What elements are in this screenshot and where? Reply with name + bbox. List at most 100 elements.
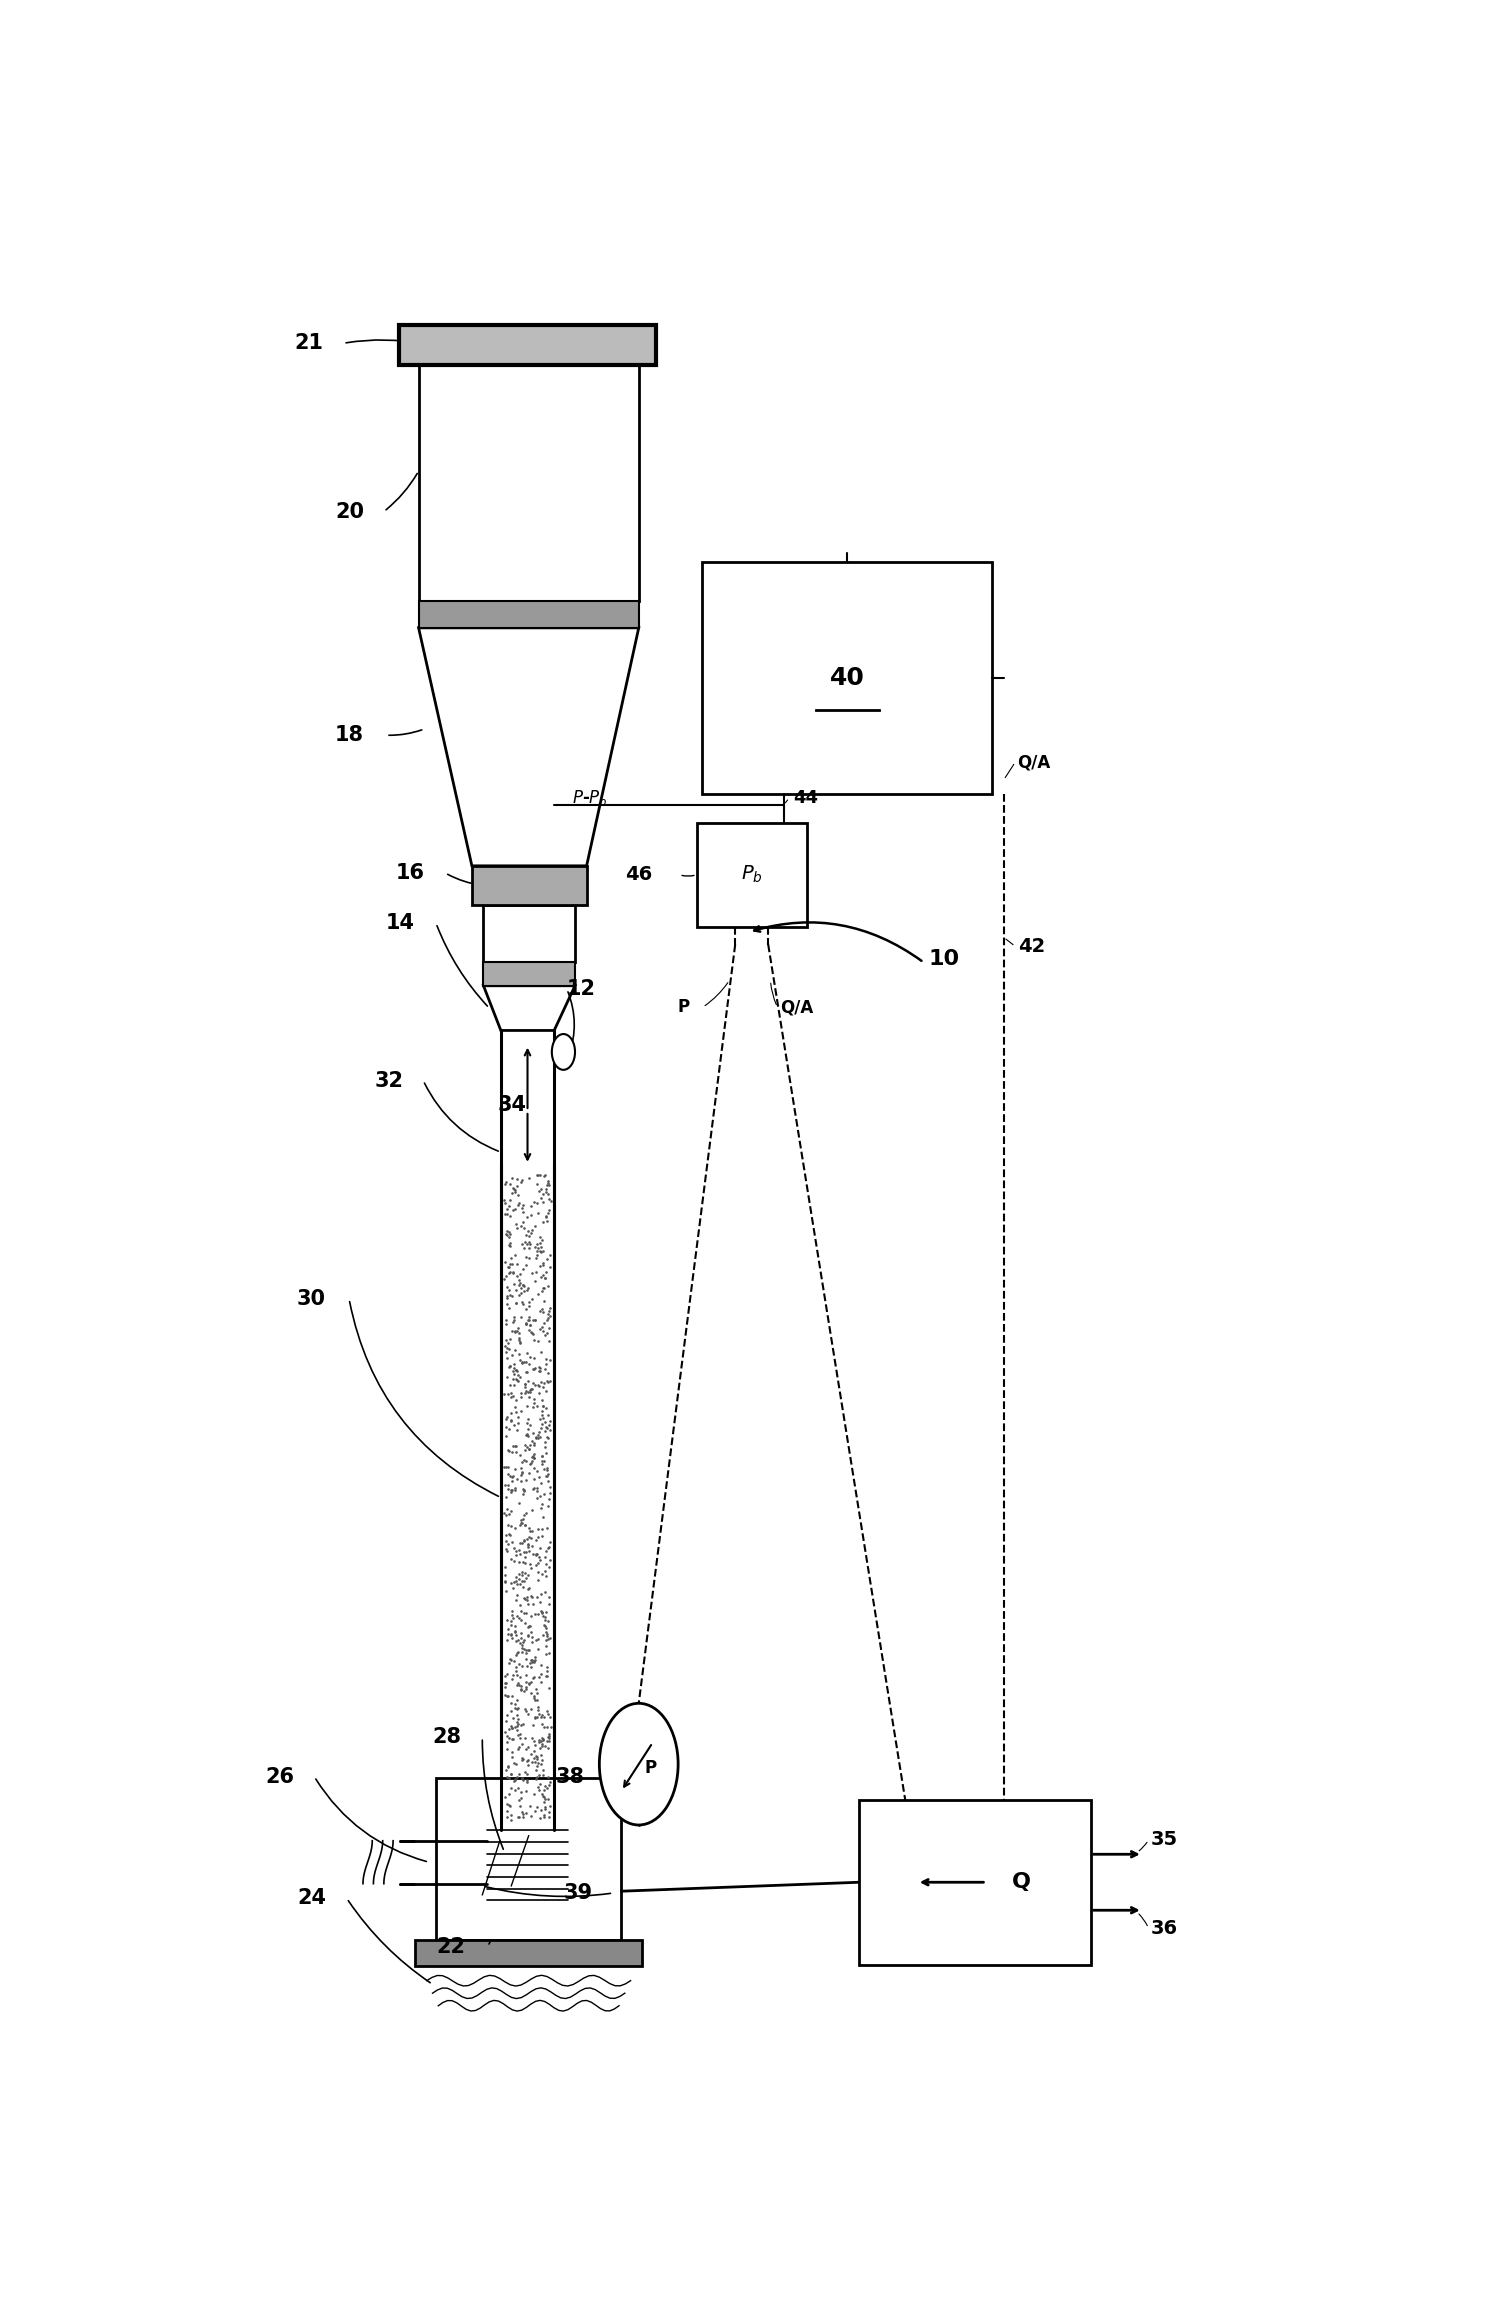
Point [510, 1741, 534, 1778]
Point [507, 1308, 531, 1346]
Point [514, 1371, 538, 1408]
Point [526, 1195, 550, 1232]
Point [514, 1429, 538, 1466]
Point [507, 1645, 531, 1683]
Point [493, 1162, 517, 1199]
Text: 20: 20 [335, 502, 365, 521]
Point [505, 1167, 529, 1204]
Point [495, 1601, 519, 1638]
Circle shape [552, 1034, 576, 1069]
Point [513, 1208, 537, 1246]
Point [538, 1708, 562, 1745]
Point [534, 1404, 558, 1441]
Point [508, 1264, 532, 1301]
Point [502, 1171, 526, 1208]
Point [516, 1741, 540, 1778]
Point [517, 1229, 541, 1267]
Point [511, 1706, 535, 1743]
Point [534, 1171, 558, 1208]
Point [525, 1741, 549, 1778]
Point [525, 1673, 549, 1710]
Point [493, 1676, 517, 1713]
Point [537, 1480, 561, 1518]
Point [517, 1631, 541, 1669]
Point [508, 1501, 532, 1538]
Point [535, 1202, 559, 1239]
Point [514, 1762, 538, 1799]
Point [537, 1192, 561, 1229]
Point [514, 1306, 538, 1343]
Point [537, 1455, 561, 1492]
Point [538, 1522, 562, 1559]
Point [507, 1634, 531, 1671]
Point [517, 1406, 541, 1443]
Point [501, 1657, 525, 1694]
Point [516, 1618, 540, 1655]
Point [525, 1699, 549, 1736]
Point [495, 1269, 519, 1306]
Point [517, 1569, 541, 1606]
Point [504, 1362, 528, 1399]
Point [537, 1355, 561, 1392]
Point [531, 1518, 555, 1555]
Point [495, 1329, 519, 1367]
Point [514, 1692, 538, 1729]
Point [508, 1164, 532, 1202]
Point [535, 1652, 559, 1690]
Point [502, 1406, 526, 1443]
Point [502, 1543, 526, 1580]
Point [496, 1329, 520, 1367]
Point [516, 1631, 540, 1669]
Point [505, 1664, 529, 1701]
Text: P: P [677, 999, 689, 1016]
Point [516, 1525, 540, 1562]
Point [516, 1362, 540, 1399]
Point [510, 1346, 534, 1383]
Point [526, 1692, 550, 1729]
Point [520, 1371, 544, 1408]
Point [511, 1250, 535, 1287]
Point [531, 1290, 555, 1327]
Point [508, 1566, 532, 1604]
Point [532, 1708, 556, 1745]
Point [501, 1710, 525, 1748]
Point [529, 1741, 553, 1778]
Point [499, 1755, 523, 1792]
Point [529, 1776, 553, 1813]
Point [499, 1615, 523, 1652]
Point [499, 1604, 523, 1641]
Point [522, 1183, 546, 1220]
Point [498, 1197, 522, 1234]
Point [532, 1769, 556, 1806]
Point [516, 1729, 540, 1766]
Point [522, 1364, 546, 1401]
Point [499, 1678, 523, 1715]
Point [505, 1208, 529, 1246]
Point [528, 1541, 552, 1578]
Point [531, 1269, 555, 1306]
Point [501, 1253, 525, 1290]
Point [514, 1306, 538, 1343]
Point [531, 1176, 555, 1213]
Point [495, 1215, 519, 1253]
Point [495, 1792, 519, 1829]
Point [516, 1213, 540, 1250]
Point [502, 1771, 526, 1808]
Point [499, 1473, 523, 1511]
Point [528, 1350, 552, 1387]
Bar [703, 562, 993, 795]
Point [516, 1418, 540, 1455]
Point [519, 1550, 543, 1587]
Point [525, 1469, 549, 1506]
Point [516, 1269, 540, 1306]
Point [534, 1197, 558, 1234]
Point [514, 1246, 538, 1283]
Point [534, 1601, 558, 1638]
Point [495, 1213, 519, 1250]
Point [496, 1525, 520, 1562]
Point [523, 1594, 547, 1631]
Point [526, 1724, 550, 1762]
Point [499, 1434, 523, 1471]
Point [493, 1243, 517, 1281]
Point [502, 1355, 526, 1392]
